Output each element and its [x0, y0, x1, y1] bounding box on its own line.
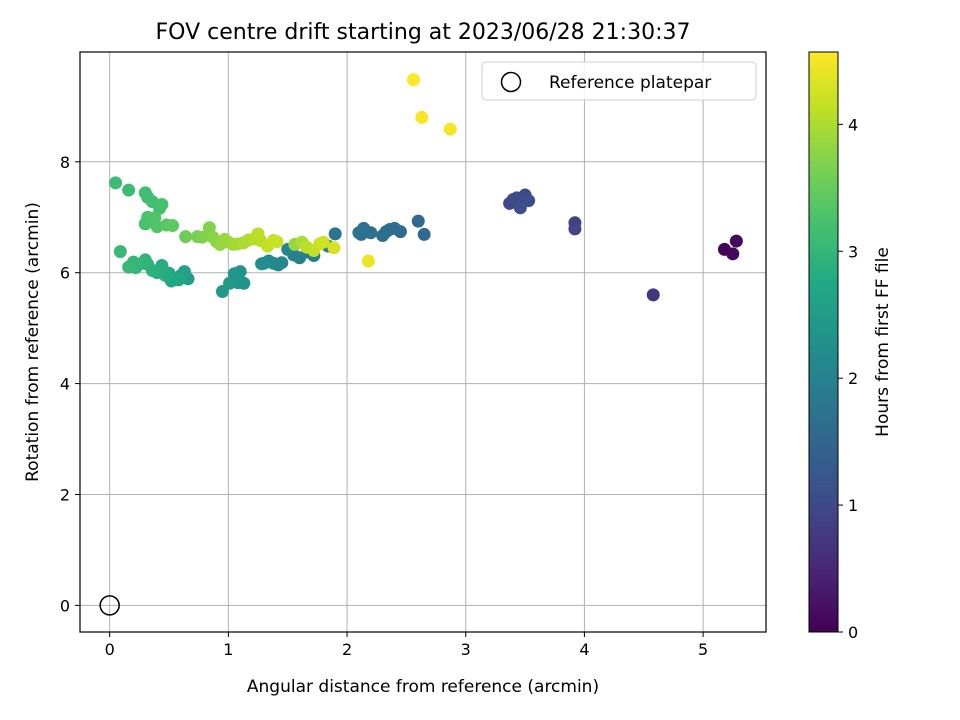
data-point — [109, 176, 123, 190]
reference-platepar-marker — [99, 595, 120, 616]
x-axis-ticks: 0 1 2 3 4 5 — [105, 632, 708, 659]
data-point — [113, 245, 127, 259]
data-point — [443, 122, 457, 136]
colorbar: 0 1 2 3 4 Hours from first FF file — [808, 51, 893, 642]
data-point — [361, 254, 375, 268]
data-point — [407, 73, 421, 87]
colorbar-tick-label: 1 — [848, 496, 858, 515]
y-tick-label: 0 — [60, 596, 70, 615]
y-axis-label: Rotation from reference (arcmin) — [23, 202, 43, 482]
data-point — [328, 227, 342, 241]
data-point — [122, 260, 136, 274]
plot-area: 0 1 2 3 4 5 0 2 4 6 8 — [60, 51, 767, 659]
x-tick-label: 1 — [223, 640, 233, 659]
y-tick-label: 8 — [60, 153, 70, 172]
y-tick-label: 6 — [60, 264, 70, 283]
data-point — [352, 226, 366, 240]
data-point — [726, 247, 740, 261]
chart-title: FOV centre drift starting at 2023/06/28 … — [156, 20, 691, 45]
colorbar-tick-label: 4 — [848, 115, 858, 134]
grid — [80, 52, 766, 632]
data-point — [646, 288, 660, 302]
x-tick-label: 0 — [105, 640, 115, 659]
x-tick-label: 2 — [342, 640, 352, 659]
x-tick-label: 5 — [698, 640, 708, 659]
data-point — [513, 201, 527, 215]
data-point — [255, 257, 269, 271]
data-point — [729, 234, 743, 248]
data-point — [122, 183, 136, 197]
data-point — [270, 235, 284, 249]
y-axis-ticks: 0 2 4 6 8 — [60, 153, 80, 615]
legend-label: Reference platepar — [549, 73, 711, 93]
data-point — [179, 230, 193, 244]
data-point — [215, 285, 229, 299]
y-tick-label: 2 — [60, 485, 70, 504]
colorbar-label: Hours from first FF file — [873, 247, 893, 437]
y-tick-label: 4 — [60, 375, 70, 394]
data-point — [417, 227, 431, 241]
data-point — [568, 222, 582, 236]
legend: Reference platepar — [481, 61, 757, 101]
plot-frame — [79, 51, 767, 633]
legend-box — [481, 61, 757, 101]
colorbar-tick-label: 2 — [848, 369, 858, 388]
colorbar-tick-label: 0 — [848, 623, 858, 642]
data-point — [411, 214, 425, 228]
legend-marker — [500, 71, 522, 93]
data-point — [376, 229, 390, 243]
data-point — [195, 230, 209, 244]
colorbar-ticks: 0 1 2 3 4 — [838, 115, 858, 642]
data-point — [155, 197, 169, 211]
colorbar-tick-label: 3 — [848, 242, 858, 261]
colorbar-gradient — [808, 51, 839, 633]
data-point — [166, 219, 180, 233]
data-point — [415, 110, 429, 124]
data-points — [109, 73, 743, 302]
x-tick-label: 4 — [579, 640, 589, 659]
x-axis-label: Angular distance from reference (arcmin) — [247, 677, 599, 697]
data-point — [327, 241, 341, 255]
data-point — [316, 235, 330, 249]
x-tick-label: 3 — [461, 640, 471, 659]
